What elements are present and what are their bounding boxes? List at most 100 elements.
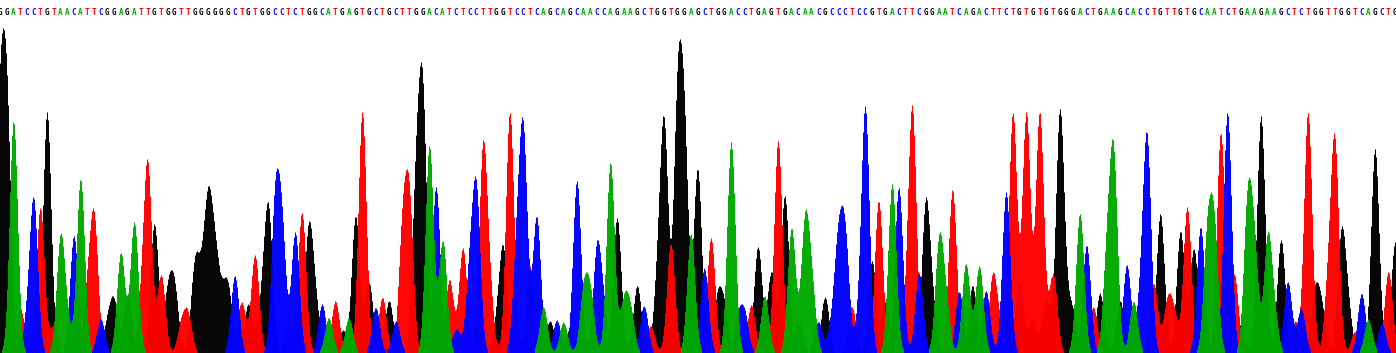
- Text: C: C: [1145, 8, 1149, 17]
- Text: A: A: [729, 8, 733, 17]
- Text: C: C: [796, 8, 800, 17]
- Text: T: T: [1353, 8, 1357, 17]
- Text: C: C: [454, 8, 458, 17]
- Text: C: C: [836, 8, 840, 17]
- Text: A: A: [1252, 8, 1256, 17]
- Text: G: G: [1339, 8, 1344, 17]
- Text: G: G: [152, 8, 156, 17]
- Text: G: G: [353, 8, 357, 17]
- Text: C: C: [1286, 8, 1290, 17]
- Text: G: G: [0, 8, 3, 17]
- Text: A: A: [131, 8, 137, 17]
- Text: T: T: [1293, 8, 1297, 17]
- Text: C: C: [1379, 8, 1383, 17]
- Text: T: T: [179, 8, 183, 17]
- Text: G: G: [1259, 8, 1263, 17]
- Text: G: G: [1279, 8, 1283, 17]
- Text: G: G: [306, 8, 311, 17]
- Text: A: A: [427, 8, 431, 17]
- Text: G: G: [1319, 8, 1323, 17]
- Text: C: C: [843, 8, 847, 17]
- Text: T: T: [648, 8, 653, 17]
- Text: C: C: [1360, 8, 1364, 17]
- Text: G: G: [568, 8, 572, 17]
- Text: G: G: [970, 8, 974, 17]
- Text: A: A: [1265, 8, 1270, 17]
- Text: G: G: [676, 8, 680, 17]
- Text: G: G: [205, 8, 211, 17]
- Text: G: G: [260, 8, 264, 17]
- Text: A: A: [59, 8, 63, 17]
- Text: T: T: [38, 8, 42, 17]
- Text: G: G: [1191, 8, 1196, 17]
- Text: T: T: [1152, 8, 1156, 17]
- Text: G: G: [923, 8, 928, 17]
- Text: T: T: [528, 8, 532, 17]
- Text: C: C: [1298, 8, 1304, 17]
- Text: T: T: [507, 8, 512, 17]
- Text: A: A: [540, 8, 546, 17]
- Text: T: T: [480, 8, 486, 17]
- Text: G: G: [172, 8, 177, 17]
- Text: C: C: [473, 8, 479, 17]
- Text: A: A: [803, 8, 807, 17]
- Text: C: C: [1004, 8, 1008, 17]
- Text: T: T: [52, 8, 56, 17]
- Text: C: C: [1226, 8, 1230, 17]
- Text: G: G: [884, 8, 888, 17]
- Text: T: T: [1051, 8, 1055, 17]
- Text: G: G: [1064, 8, 1069, 17]
- Text: C: C: [514, 8, 519, 17]
- Text: G: G: [635, 8, 639, 17]
- Text: C: C: [293, 8, 297, 17]
- Text: T: T: [360, 8, 364, 17]
- Text: T: T: [18, 8, 22, 17]
- Text: G: G: [695, 8, 699, 17]
- Text: A: A: [78, 8, 82, 17]
- Text: A: A: [11, 8, 15, 17]
- Text: C: C: [468, 8, 472, 17]
- Text: G: G: [126, 8, 130, 17]
- Text: T: T: [401, 8, 405, 17]
- Text: G: G: [1118, 8, 1122, 17]
- Text: A: A: [963, 8, 967, 17]
- Text: G: G: [769, 8, 773, 17]
- Text: G: G: [494, 8, 498, 17]
- Text: C: C: [394, 8, 398, 17]
- Text: T: T: [300, 8, 304, 17]
- Text: C: C: [575, 8, 579, 17]
- Text: G: G: [930, 8, 934, 17]
- Text: A: A: [327, 8, 331, 17]
- Text: T: T: [1305, 8, 1309, 17]
- Text: G: G: [246, 8, 250, 17]
- Text: T: T: [776, 8, 780, 17]
- Text: G: G: [198, 8, 204, 17]
- Text: A: A: [628, 8, 632, 17]
- Text: C: C: [71, 8, 77, 17]
- Text: T: T: [85, 8, 89, 17]
- Text: T: T: [997, 8, 1001, 17]
- Text: T: T: [748, 8, 754, 17]
- Text: T: T: [951, 8, 955, 17]
- Text: T: T: [1326, 8, 1330, 17]
- Text: G: G: [1393, 8, 1396, 17]
- Text: C: C: [1085, 8, 1089, 17]
- Text: C: C: [25, 8, 29, 17]
- Text: T: T: [1185, 8, 1189, 17]
- Text: T: T: [669, 8, 673, 17]
- Text: C: C: [373, 8, 378, 17]
- Text: T: T: [1332, 8, 1337, 17]
- Text: A: A: [581, 8, 586, 17]
- Text: G: G: [212, 8, 216, 17]
- Text: T: T: [1164, 8, 1170, 17]
- Text: T: T: [239, 8, 244, 17]
- Text: A: A: [609, 8, 613, 17]
- Text: T: T: [334, 8, 338, 17]
- Text: C: C: [984, 8, 988, 17]
- Text: A: A: [1104, 8, 1108, 17]
- Text: G: G: [4, 8, 8, 17]
- Text: G: G: [226, 8, 230, 17]
- Text: T: T: [92, 8, 96, 17]
- Text: A: A: [1111, 8, 1115, 17]
- Text: C: C: [535, 8, 539, 17]
